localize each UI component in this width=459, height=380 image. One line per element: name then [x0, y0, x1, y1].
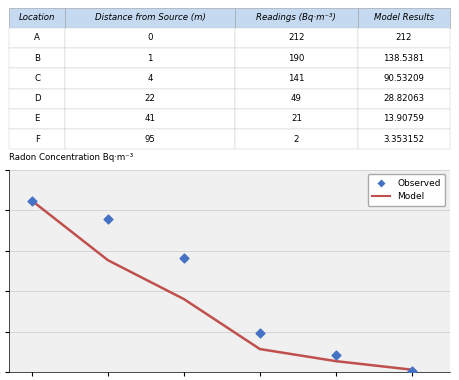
Observed	[256, 330, 263, 336]
Text: Radon Concentration Bq·m⁻³: Radon Concentration Bq·m⁻³	[9, 153, 134, 162]
Observed	[104, 215, 112, 222]
Model	[105, 258, 111, 263]
Model	[257, 347, 263, 352]
Observed	[28, 198, 36, 204]
Legend: Observed, Model: Observed, Model	[368, 174, 445, 206]
Model	[29, 198, 35, 203]
Line: Model: Model	[32, 201, 412, 370]
Observed	[408, 368, 415, 374]
Model	[181, 297, 187, 301]
Model	[333, 359, 339, 363]
Observed	[332, 352, 340, 358]
Observed	[180, 255, 188, 261]
Model	[409, 367, 414, 372]
